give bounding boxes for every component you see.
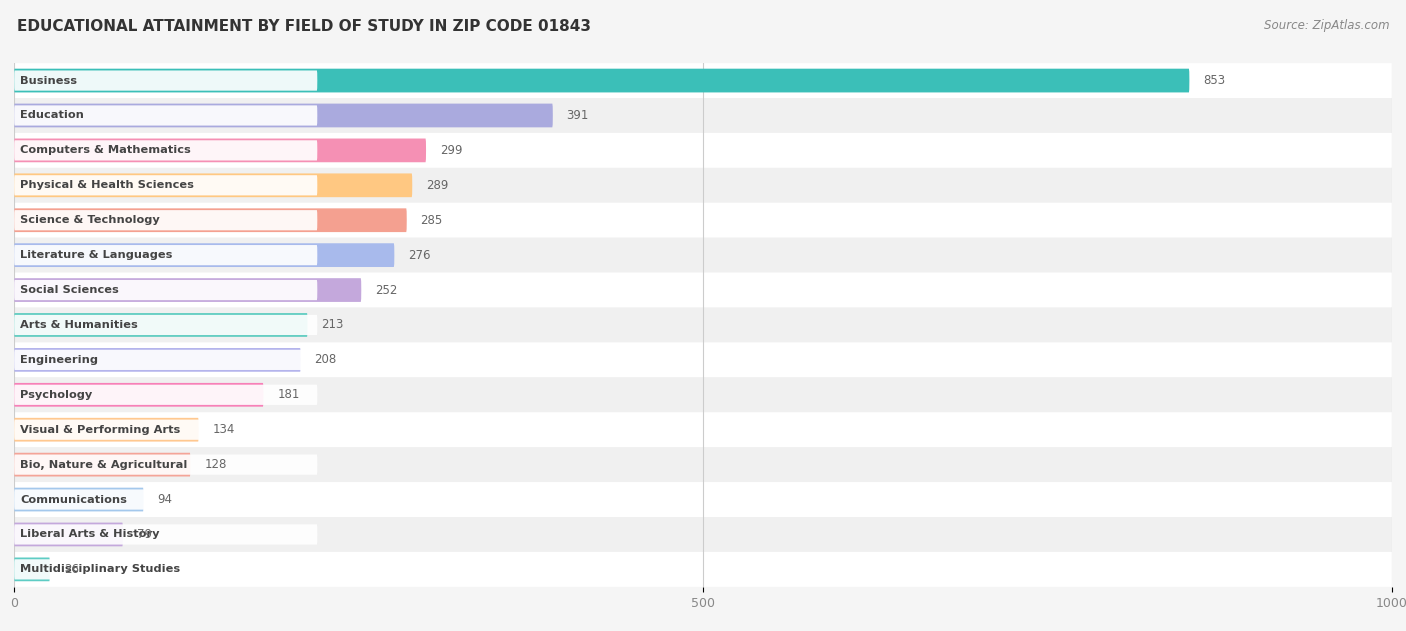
Text: 853: 853 (1204, 74, 1225, 87)
FancyBboxPatch shape (14, 420, 318, 440)
FancyBboxPatch shape (14, 343, 1392, 377)
Text: 289: 289 (426, 179, 449, 192)
FancyBboxPatch shape (14, 168, 1392, 203)
FancyBboxPatch shape (14, 103, 553, 127)
Text: Communications: Communications (20, 495, 127, 505)
FancyBboxPatch shape (14, 203, 1392, 238)
FancyBboxPatch shape (14, 63, 1392, 98)
FancyBboxPatch shape (14, 105, 318, 126)
Text: 299: 299 (440, 144, 463, 157)
FancyBboxPatch shape (14, 278, 361, 302)
Text: 391: 391 (567, 109, 589, 122)
Text: Social Sciences: Social Sciences (20, 285, 120, 295)
Text: Source: ZipAtlas.com: Source: ZipAtlas.com (1264, 19, 1389, 32)
FancyBboxPatch shape (14, 69, 1189, 92)
FancyBboxPatch shape (14, 385, 318, 405)
Text: 128: 128 (204, 458, 226, 471)
FancyBboxPatch shape (14, 244, 394, 267)
FancyBboxPatch shape (14, 488, 143, 511)
Text: Computers & Mathematics: Computers & Mathematics (20, 145, 191, 155)
FancyBboxPatch shape (14, 313, 308, 337)
Text: Science & Technology: Science & Technology (20, 215, 160, 225)
FancyBboxPatch shape (14, 238, 1392, 273)
FancyBboxPatch shape (14, 348, 301, 372)
FancyBboxPatch shape (14, 517, 1392, 552)
Text: 252: 252 (375, 283, 398, 297)
FancyBboxPatch shape (14, 522, 122, 546)
Text: Physical & Health Sciences: Physical & Health Sciences (20, 180, 194, 191)
FancyBboxPatch shape (14, 454, 318, 475)
FancyBboxPatch shape (14, 377, 1392, 412)
FancyBboxPatch shape (14, 280, 318, 300)
FancyBboxPatch shape (14, 350, 318, 370)
FancyBboxPatch shape (14, 71, 318, 91)
FancyBboxPatch shape (14, 98, 1392, 133)
FancyBboxPatch shape (14, 139, 426, 162)
Text: Literature & Languages: Literature & Languages (20, 250, 173, 260)
FancyBboxPatch shape (14, 552, 1392, 587)
FancyBboxPatch shape (14, 383, 263, 406)
Text: 276: 276 (408, 249, 430, 262)
Text: EDUCATIONAL ATTAINMENT BY FIELD OF STUDY IN ZIP CODE 01843: EDUCATIONAL ATTAINMENT BY FIELD OF STUDY… (17, 19, 591, 34)
Text: 213: 213 (322, 319, 343, 331)
FancyBboxPatch shape (14, 175, 318, 196)
Text: Arts & Humanities: Arts & Humanities (20, 320, 138, 330)
FancyBboxPatch shape (14, 273, 1392, 307)
Text: 208: 208 (315, 353, 336, 367)
Text: Engineering: Engineering (20, 355, 98, 365)
Text: Liberal Arts & History: Liberal Arts & History (20, 529, 160, 540)
FancyBboxPatch shape (14, 174, 412, 197)
FancyBboxPatch shape (14, 558, 49, 581)
Text: Multidisciplinary Studies: Multidisciplinary Studies (20, 564, 180, 574)
Text: 285: 285 (420, 214, 443, 227)
Text: 181: 181 (277, 388, 299, 401)
FancyBboxPatch shape (14, 245, 318, 265)
Text: Visual & Performing Arts: Visual & Performing Arts (20, 425, 180, 435)
FancyBboxPatch shape (14, 482, 1392, 517)
Text: 26: 26 (63, 563, 79, 576)
FancyBboxPatch shape (14, 210, 318, 230)
FancyBboxPatch shape (14, 559, 318, 579)
FancyBboxPatch shape (14, 140, 318, 160)
FancyBboxPatch shape (14, 307, 1392, 343)
Text: 134: 134 (212, 423, 235, 436)
FancyBboxPatch shape (14, 133, 1392, 168)
FancyBboxPatch shape (14, 524, 318, 545)
Text: Bio, Nature & Agricultural: Bio, Nature & Agricultural (20, 459, 187, 469)
FancyBboxPatch shape (14, 418, 198, 442)
FancyBboxPatch shape (14, 490, 318, 510)
Text: Business: Business (20, 76, 77, 86)
FancyBboxPatch shape (14, 453, 190, 476)
FancyBboxPatch shape (14, 208, 406, 232)
FancyBboxPatch shape (14, 447, 1392, 482)
Text: 79: 79 (136, 528, 152, 541)
Text: Psychology: Psychology (20, 390, 93, 400)
Text: 94: 94 (157, 493, 173, 506)
FancyBboxPatch shape (14, 315, 318, 335)
Text: Education: Education (20, 110, 84, 121)
FancyBboxPatch shape (14, 412, 1392, 447)
